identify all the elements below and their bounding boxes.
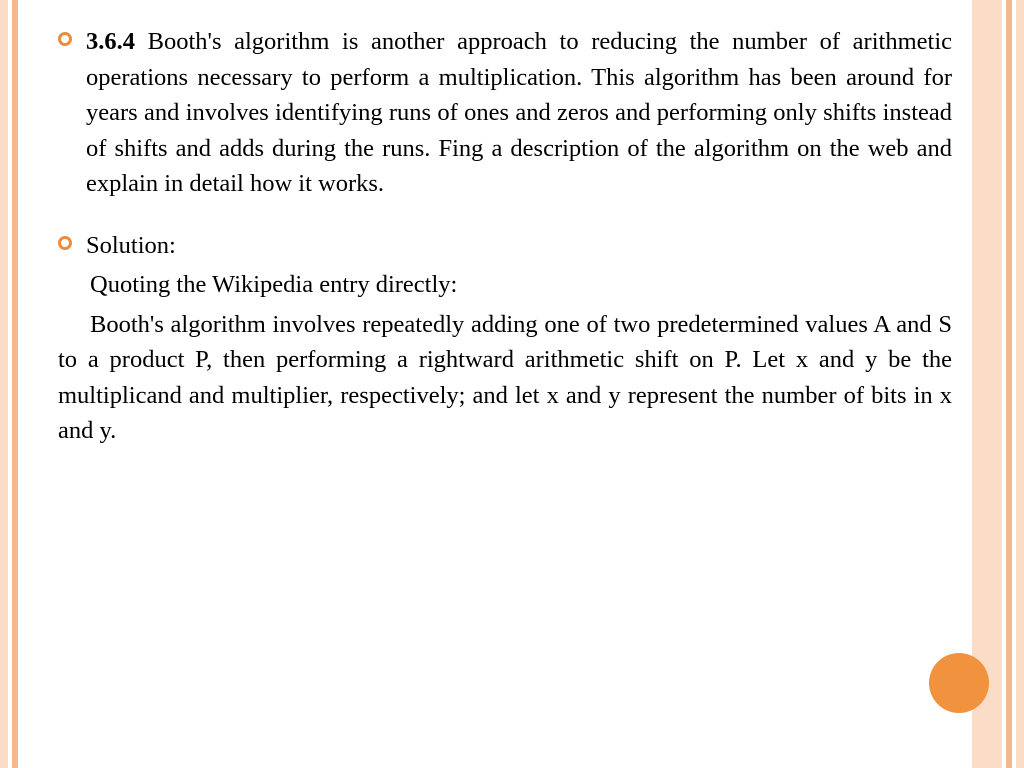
section-number: 3.6.4 xyxy=(86,28,135,55)
bullet-icon xyxy=(58,32,72,46)
solution-label: Solution: xyxy=(86,228,176,264)
question-body: Booth's algorithm is another approach to… xyxy=(86,28,952,197)
left-stripe-outer xyxy=(0,0,8,768)
question-block: 3.6.4 Booth's algorithm is another appro… xyxy=(58,24,952,202)
question-text: 3.6.4 Booth's algorithm is another appro… xyxy=(86,24,952,202)
solution-body: Booth's algorithm involves repeatedly ad… xyxy=(58,307,952,449)
right-stripe-inner xyxy=(972,0,1002,768)
solution-intro: Quoting the Wikipedia entry directly: xyxy=(90,267,952,303)
slide-content: 3.6.4 Booth's algorithm is another appro… xyxy=(58,24,952,449)
left-stripe-inner xyxy=(12,0,18,768)
bullet-icon xyxy=(58,236,72,250)
solution-label-block: Solution: xyxy=(58,228,952,264)
right-stripe-mid xyxy=(1006,0,1012,768)
right-stripe-outer xyxy=(1016,0,1024,768)
accent-circle-icon xyxy=(929,653,989,713)
